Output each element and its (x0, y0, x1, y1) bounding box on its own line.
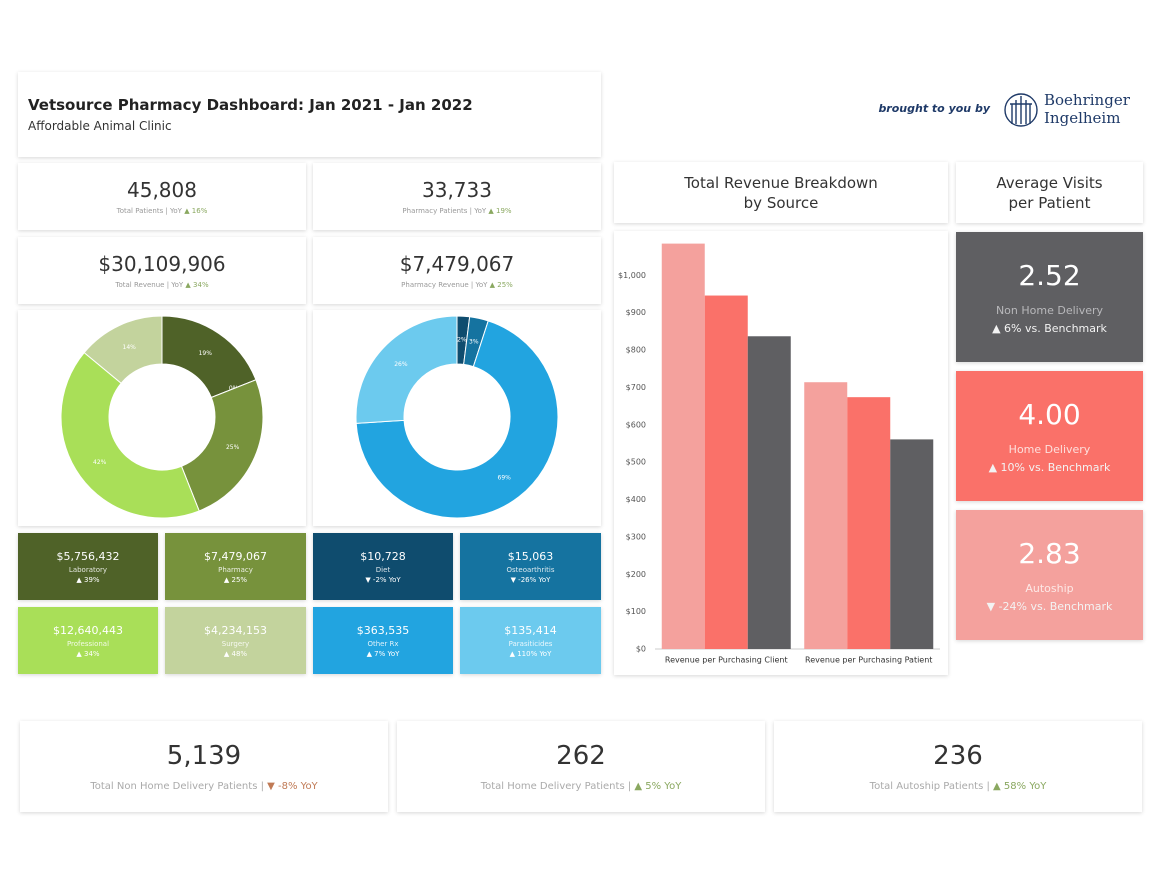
visits-value: 2.83 (1018, 537, 1081, 570)
segment-name: Laboratory (68, 565, 108, 574)
total-value: 262 (556, 741, 606, 771)
total-value: 236 (933, 741, 983, 771)
visits-card: 4.00 Home Delivery ▲ 10% vs. Benchmark (956, 371, 1143, 501)
segment-change: ▲ 110% YoY (509, 649, 552, 658)
total-value: 5,139 (166, 741, 242, 771)
kpi-card: 45,808 Total Patients | YoY ▲ 16% (18, 163, 306, 230)
visits-title: Average Visits per Patient (996, 173, 1103, 212)
total-card: 262 Total Home Delivery Patients | ▲ 5% Y… (397, 721, 765, 812)
kpi-label: Total Revenue | YoY (115, 281, 184, 289)
segment-card: $12,640,443 Professional ▲ 34% (18, 607, 158, 674)
total-label: Total Home Delivery Patients | (480, 781, 632, 792)
segment-card: $5,756,432 Laboratory ▲ 39% (18, 533, 158, 600)
segment-card: $10,728 Diet ▼ -2% YoY (313, 533, 453, 600)
kpi-label: Pharmacy Patients | YoY (402, 207, 487, 215)
segment-value: $10,728 (360, 549, 406, 563)
visits-card: 2.52 Non Home Delivery ▲ 6% vs. Benchmark (956, 232, 1143, 362)
segment-card: $4,234,153 Surgery ▲ 48% (165, 607, 306, 674)
logo-icon (1004, 93, 1038, 127)
total-label: Total Autoship Patients | (869, 781, 990, 792)
segment-value: $12,640,443 (53, 623, 123, 637)
total-caption: Total Autoship Patients | ▲ 58% YoY (870, 781, 1047, 792)
segment-card: $7,479,067 Pharmacy ▲ 25% (165, 533, 306, 600)
kpi-caption: Pharmacy Revenue | YoY ▲ 25% (401, 281, 513, 289)
kpi-value: 45,808 (127, 178, 197, 202)
segment-value: $7,479,067 (204, 549, 267, 563)
kpi-caption: Total Patients | YoY ▲ 16% (117, 207, 208, 215)
dashboard-subtitle: Affordable Animal Clinic (28, 119, 172, 133)
segment-change: ▲ 34% (76, 649, 100, 658)
logo-text: Boehringer (1044, 91, 1131, 109)
segment-value: $4,234,153 (204, 623, 267, 637)
total-change: ▲ 5% YoY (634, 781, 682, 792)
segment-card: $363,535 Other Rx ▲ 7% YoY (313, 607, 453, 674)
visits-title-card: Average Visits per Patient (956, 162, 1143, 223)
segment-change: ▲ 7% YoY (366, 649, 400, 658)
total-card: 5,139 Total Non Home Delivery Patients | … (20, 721, 388, 812)
kpi-label: Total Patients | YoY (116, 207, 182, 215)
kpi-card: $7,479,067 Pharmacy Revenue | YoY ▲ 25% (313, 237, 601, 304)
dashboard-title: Vetsource Pharmacy Dashboard: Jan 2021 -… (28, 96, 473, 114)
segment-name: Professional (66, 639, 110, 648)
visits-label: Home Delivery (1008, 443, 1091, 456)
chart-title-card: Total Revenue Breakdown by Source (614, 162, 948, 223)
visits-value: 2.52 (1018, 259, 1081, 292)
total-label: Total Non Home Delivery Patients | (90, 781, 264, 792)
segment-name: Osteoarthritis (506, 565, 555, 574)
visits-label: Non Home Delivery (995, 304, 1104, 317)
visits-change: ▲ 6% vs. Benchmark (992, 322, 1107, 335)
donut-card (18, 310, 306, 526)
kpi-change: ▲ 19% (488, 207, 512, 215)
total-change: ▲ 58% YoY (993, 781, 1047, 792)
kpi-change: ▲ 34% (185, 281, 209, 289)
kpi-card: 33,733 Pharmacy Patients | YoY ▲ 19% (313, 163, 601, 230)
segment-value: $135,414 (504, 623, 557, 637)
logo-text: Ingelheim (1044, 109, 1120, 127)
visits-label: Autoship (1025, 582, 1074, 595)
segment-name: Surgery (221, 639, 250, 648)
kpi-caption: Pharmacy Patients | YoY ▲ 19% (402, 207, 511, 215)
segment-change: ▲ 39% (76, 575, 100, 584)
kpi-change: ▲ 25% (489, 281, 513, 289)
segment-card: $135,414 Parasiticides ▲ 110% YoY (460, 607, 601, 674)
kpi-value: 33,733 (422, 178, 492, 202)
visits-change: ▲ 10% vs. Benchmark (988, 461, 1111, 474)
segment-name: Diet (375, 565, 391, 574)
segment-change: ▲ 48% (223, 649, 248, 658)
kpi-value: $7,479,067 (399, 252, 515, 276)
segment-name: Parasiticides (508, 639, 553, 648)
visits-value: 4.00 (1018, 398, 1081, 431)
kpi-card: $30,109,906 Total Revenue | YoY ▲ 34% (18, 237, 306, 304)
total-change: ▼ -8% YoY (267, 781, 318, 792)
kpi-label: Pharmacy Revenue | YoY (401, 281, 488, 289)
kpi-value: $30,109,906 (98, 252, 226, 276)
segment-change: ▲ 25% (223, 575, 248, 584)
visits-change: ▼ -24% vs. Benchmark (986, 600, 1113, 613)
total-caption: Total Home Delivery Patients | ▲ 5% YoY (481, 781, 682, 792)
total-card: 236 Total Autoship Patients | ▲ 58% YoY (774, 721, 1142, 812)
segment-card: $15,063 Osteoarthritis ▼ -26% YoY (460, 533, 601, 600)
segment-name: Other Rx (367, 639, 399, 648)
segment-value: $5,756,432 (56, 549, 120, 563)
header-card: Vetsource Pharmacy Dashboard: Jan 2021 -… (18, 72, 601, 157)
segment-value: $363,535 (356, 623, 410, 637)
donut-card (313, 310, 601, 526)
kpi-caption: Total Revenue | YoY ▲ 34% (115, 281, 208, 289)
chart-title: Total Revenue Breakdown by Source (684, 173, 878, 212)
chart-card (614, 231, 948, 675)
segment-change: ▼ -26% YoY (510, 575, 551, 584)
segment-name: Pharmacy (218, 565, 253, 574)
sponsor-text: brought to you by (878, 102, 990, 115)
segment-value: $15,063 (507, 549, 554, 563)
segment-change: ▼ -2% YoY (365, 575, 401, 584)
visits-card: 2.83 Autoship ▼ -24% vs. Benchmark (956, 510, 1143, 640)
kpi-change: ▲ 16% (184, 207, 208, 215)
total-caption: Total Non Home Delivery Patients | ▼ -8%… (90, 781, 317, 792)
